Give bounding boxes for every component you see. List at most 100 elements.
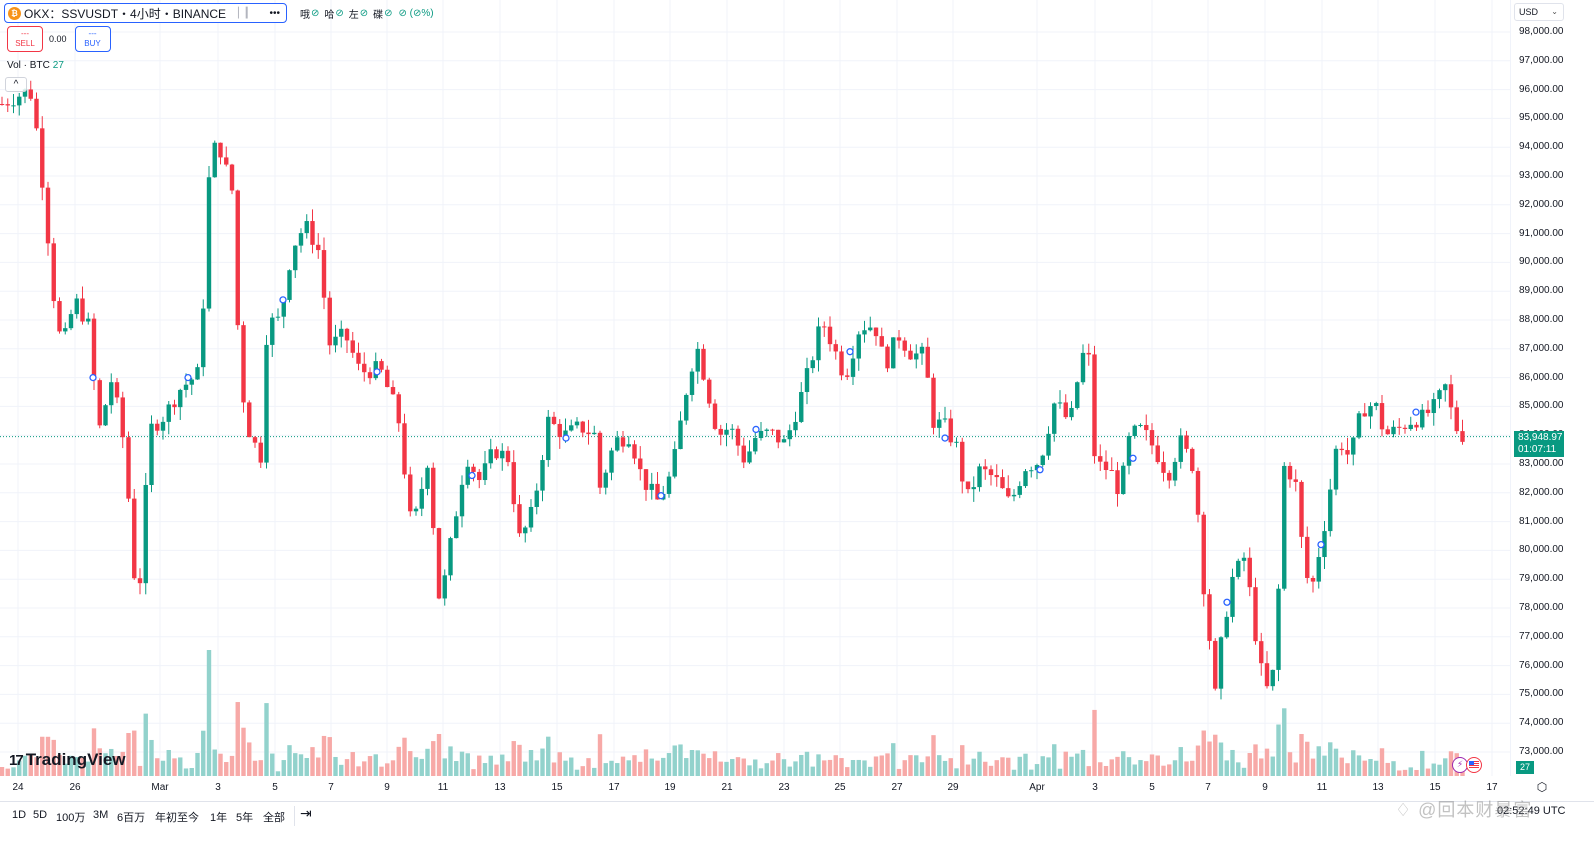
time-tick-label: 13 — [1372, 782, 1384, 793]
price-tick-label: 88,000.00 — [1519, 314, 1564, 325]
ohlc-open-value: ⊘ — [310, 7, 320, 19]
time-tick-label: 29 — [947, 782, 959, 793]
time-tick-label: 17 — [608, 782, 620, 793]
time-tick-label: 21 — [721, 782, 733, 793]
toolbar-divider — [294, 806, 295, 826]
ohlc-close-value: ⊘ — [384, 7, 393, 19]
time-tick-label: 25 — [834, 782, 846, 793]
time-tick-label: 13 — [494, 782, 506, 793]
candlestick-chart[interactable] — [0, 0, 1510, 776]
tradingview-wordmark: TradingView — [25, 750, 126, 769]
time-tick-label: 7 — [328, 782, 334, 793]
volume-legend-value: 27 — [52, 60, 64, 71]
more-options-icon[interactable]: ••• — [269, 7, 280, 19]
bitcoin-coin-icon: ₿ — [8, 6, 21, 20]
time-tick-label: 7 — [1205, 782, 1211, 793]
time-tick-label: 11 — [437, 782, 449, 793]
sell-label: SELL — [15, 39, 35, 48]
bars-icon[interactable]: ▏▎ — [238, 7, 254, 19]
trade-buttons: --- SELL 0.00 --- BUY — [7, 26, 111, 52]
price-tick-label: 92,000.00 — [1519, 198, 1564, 210]
volume-legend[interactable]: Vol · BTC 27 — [7, 60, 64, 71]
time-tick-label: 5 — [1149, 782, 1155, 793]
sell-button[interactable]: --- SELL — [7, 26, 43, 52]
price-chart-pane[interactable] — [0, 0, 1510, 776]
range-all[interactable]: 全部 — [263, 812, 285, 824]
range-ytd[interactable]: 年初至今 — [155, 812, 199, 824]
price-tick-label: 81,000.00 — [1519, 515, 1564, 527]
currency-selector[interactable]: USD ⌄ — [1514, 3, 1564, 21]
range-3m[interactable]: 3M — [93, 809, 109, 821]
price-tick-label: 94,000.00 — [1519, 141, 1564, 153]
buy-price: --- — [88, 29, 97, 38]
price-tick-label: 80,000.00 — [1519, 544, 1564, 556]
ohlc-close-label: 碟 — [373, 9, 384, 21]
price-tick-label: 73,000.00 — [1519, 746, 1564, 757]
chevron-down-icon: ⌄ — [1551, 7, 1558, 16]
price-tick-label: 74,000.00 — [1519, 717, 1564, 729]
tradingview-logo[interactable]: 17 TradingView — [9, 750, 126, 770]
sell-price: --- — [21, 29, 29, 38]
price-tick-label: 93,000.00 — [1519, 170, 1564, 181]
time-tick-label: 11 — [1316, 782, 1328, 793]
time-axis[interactable]: 24 26 Mar 3 5 7 9 11 13 15 17 19 21 23 25 27 29 Apr 3 5 7 9 11… — [0, 776, 1510, 800]
settings-icon[interactable]: ⬡ — [1536, 780, 1548, 794]
range-5d[interactable]: 5D — [33, 809, 48, 821]
range-1d[interactable]: 1D — [12, 809, 27, 821]
watermark-text: ♢ @回本财暴富 — [1395, 800, 1533, 820]
price-tick-label: 78,000.00 — [1519, 602, 1564, 613]
price-tick-label: 91,000.00 — [1519, 227, 1564, 239]
collapse-legend-button[interactable]: ^ — [5, 77, 27, 92]
ohlc-low-value: ⊘ — [359, 7, 369, 19]
tradingview-mark-icon: 17 — [9, 751, 24, 769]
price-axis[interactable]: 98,000.00 97,000.00 96,000.00 95,000.00 94,0… — [1510, 0, 1594, 776]
symbol-selector[interactable]: ₿ OKX：SSVUSDT・4小时・BINANCE ▏▎ ••• — [4, 3, 287, 23]
price-tick-label: 87,000.00 — [1519, 342, 1564, 354]
time-tick-label: 9 — [1262, 782, 1268, 793]
last-price-tag: 83,948.97 01:07:11 — [1514, 431, 1564, 457]
ohlc-high-value: ⊘ — [335, 7, 344, 19]
time-tick-label: 17 — [1486, 782, 1498, 793]
symbol-title: OKX：SSVUSDT・4小时・BINANCE — [24, 6, 227, 21]
buy-label: BUY — [84, 39, 101, 48]
price-tick-label: 83,000.00 — [1519, 458, 1564, 469]
range-5y[interactable]: 5年 — [236, 812, 254, 824]
event-markers: ⚡ — [1452, 757, 1482, 773]
time-tick-label: 19 — [664, 782, 676, 793]
range-1y[interactable]: 1年 — [210, 812, 228, 824]
ohlc-open-label: 哦 — [299, 9, 310, 21]
spread-value: 0.00 — [49, 34, 67, 44]
time-tick-label: 24 — [12, 782, 24, 793]
time-tick-label: 26 — [69, 782, 81, 793]
buy-button[interactable]: --- BUY — [74, 26, 111, 52]
price-tick-label: 97,000.00 — [1519, 54, 1564, 66]
time-tick-label: Mar — [151, 782, 169, 793]
symbol-legend: ₿ OKX：SSVUSDT・4小时・BINANCE ▏▎ ••• 哦 ⊘ 哈 ⊘ 左… — [4, 3, 434, 23]
ohlc-high-label: 哈 — [324, 9, 335, 21]
goto-date-icon[interactable]: ⇥ — [300, 805, 312, 821]
time-tick-label: 9 — [384, 782, 390, 793]
price-tick-label: 85,000.00 — [1519, 400, 1564, 412]
price-tick-label: 82,000.00 — [1519, 486, 1564, 498]
price-tick-label: 75,000.00 — [1519, 688, 1564, 700]
price-tick-label: 86,000.00 — [1519, 371, 1564, 383]
range-1m[interactable]: 100万 — [56, 812, 86, 824]
time-tick-label: 3 — [215, 782, 221, 793]
price-tick-label: 89,000.00 — [1519, 285, 1564, 297]
last-price-value: 83,948.97 — [1518, 432, 1563, 443]
bottom-toolbar: 1D 5D 100万 3M 6百万 年初至今 1年 5年 全部 — [0, 801, 1594, 843]
time-tick-label: 27 — [891, 782, 903, 793]
price-tick-label: 96,000.00 — [1519, 83, 1564, 95]
ohlc-change-value: ⊘ (⊘%) — [398, 7, 434, 19]
volume-value-tag: 27 — [1516, 761, 1534, 774]
utc-clock[interactable]: 02:52:49 UTC — [1497, 805, 1566, 817]
range-6m[interactable]: 6百万 — [117, 812, 146, 824]
us-flag-event-icon[interactable] — [1466, 757, 1482, 773]
time-tick-label: Apr — [1029, 782, 1045, 793]
ohlc-low-label: 左 — [348, 9, 359, 21]
time-tick-label: 23 — [778, 782, 790, 793]
time-tick-label: 15 — [551, 782, 563, 793]
volume-legend-label: Vol · BTC — [7, 60, 50, 71]
bar-countdown: 01:07:11 — [1518, 444, 1557, 455]
